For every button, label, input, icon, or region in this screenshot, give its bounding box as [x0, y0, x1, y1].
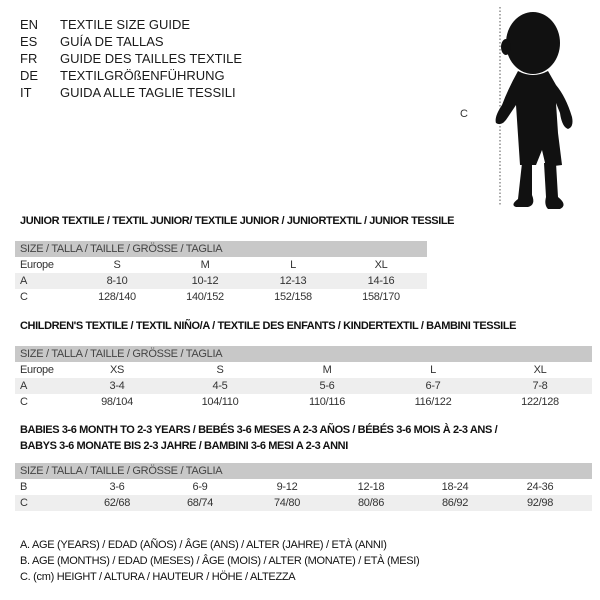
- cell: 152/158: [274, 291, 312, 303]
- height-label: C: [460, 108, 468, 120]
- cell: M: [200, 259, 210, 271]
- cell: 4-5: [212, 380, 228, 392]
- cell: 6-7: [425, 380, 441, 392]
- row-label: A: [20, 275, 28, 287]
- cell: 24-36: [526, 481, 554, 493]
- cell: S: [216, 364, 224, 376]
- cell: 86/92: [441, 497, 469, 509]
- cell: 62/68: [103, 497, 131, 509]
- cell: 18-24: [441, 481, 469, 493]
- lang-code: DE: [20, 68, 39, 83]
- cell: 5-6: [319, 380, 335, 392]
- legend: A. AGE (YEARS) / EDAD (AÑOS) / ÂGE (ANS)…: [20, 537, 420, 585]
- junior-size-table: SIZE / TALLA / TAILLE / GRÖSSE / TAGLIA …: [15, 241, 427, 305]
- cell: 80/86: [357, 497, 385, 509]
- legend-item-b: B. AGE (MONTHS) / EDAD (MESES) / ÂGE (MO…: [20, 555, 420, 567]
- table-row: A 8-10 10-12 12-13 14-16: [15, 273, 427, 289]
- cell: S: [113, 259, 121, 271]
- babies-size-table: SIZE / TALLA / TAILLE / GRÖSSE / TAGLIA …: [15, 463, 592, 511]
- legend-item-a: A. AGE (YEARS) / EDAD (AÑOS) / ÂGE (ANS)…: [20, 539, 387, 551]
- lang-code: IT: [20, 85, 32, 100]
- lang-code: EN: [20, 17, 39, 32]
- row-label: Europe: [20, 364, 54, 376]
- lang-code: ES: [20, 34, 38, 49]
- cell: 14-16: [367, 275, 395, 287]
- junior-title: JUNIOR TEXTILE / TEXTIL JUNIOR/ TEXTILE …: [20, 215, 455, 227]
- cell: L: [430, 364, 436, 376]
- table-header: SIZE / TALLA / TAILLE / GRÖSSE / TAGLIA: [15, 241, 427, 257]
- size-header: SIZE / TALLA / TAILLE / GRÖSSE / TAGLIA: [20, 348, 223, 360]
- cell: 122/128: [521, 396, 559, 408]
- child-silhouette-icon: [495, 7, 573, 209]
- cell: 140/152: [186, 291, 224, 303]
- cell: L: [290, 259, 296, 271]
- lang-title: TEXTILGRÖßENFÜHRUNG: [60, 68, 225, 83]
- table-row: C 128/140 140/152 152/158 158/170: [15, 289, 427, 305]
- table-row: Europe XS S M L XL: [15, 362, 592, 378]
- table-row: C 62/68 68/74 74/80 80/86 86/92 92/98: [15, 495, 592, 511]
- cell: 98/104: [101, 396, 133, 408]
- size-header: SIZE / TALLA / TAILLE / GRÖSSE / TAGLIA: [20, 465, 223, 477]
- lang-title: TEXTILE SIZE GUIDE: [60, 17, 191, 32]
- row-label: A: [20, 380, 28, 392]
- row-label: C: [20, 497, 28, 509]
- cell: 7-8: [532, 380, 548, 392]
- table-row: B 3-6 6-9 9-12 12-18 18-24 24-36: [15, 479, 592, 495]
- lang-title: GUIDE DES TAILLES TEXTILE: [60, 51, 243, 66]
- cell: 3-4: [109, 380, 125, 392]
- cell: 74/80: [273, 497, 301, 509]
- children-size-table: SIZE / TALLA / TAILLE / GRÖSSE / TAGLIA …: [15, 346, 592, 410]
- children-title: CHILDREN'S TEXTILE / TEXTIL NIÑO/A / TEX…: [20, 320, 517, 332]
- size-header: SIZE / TALLA / TAILLE / GRÖSSE / TAGLIA: [20, 243, 223, 255]
- cell: 92/98: [526, 497, 554, 509]
- cell: XL: [374, 259, 388, 271]
- row-label: Europe: [20, 259, 54, 271]
- cell: 116/122: [414, 396, 452, 408]
- cell: XS: [109, 364, 125, 376]
- row-label: C: [20, 291, 28, 303]
- cell: XL: [533, 364, 547, 376]
- cell: 9-12: [276, 481, 298, 493]
- row-label: B: [20, 481, 28, 493]
- row-label: C: [20, 396, 28, 408]
- legend-item-c: C. (cm) HEIGHT / ALTURA / HAUTEUR / HÖHE…: [20, 571, 296, 583]
- cell: M: [322, 364, 332, 376]
- babies-title-line2: BABYS 3-6 MONATE BIS 2-3 JAHRE / BAMBINI…: [20, 440, 348, 452]
- cell: 3-6: [109, 481, 125, 493]
- lang-title: GUÍA DE TALLAS: [60, 34, 164, 49]
- cell: 128/140: [98, 291, 136, 303]
- cell: 12-18: [357, 481, 385, 493]
- table-header: SIZE / TALLA / TAILLE / GRÖSSE / TAGLIA: [15, 346, 592, 362]
- cell: 68/74: [186, 497, 214, 509]
- lang-code: FR: [20, 51, 38, 66]
- lang-title: GUIDA ALLE TAGLIE TESSILI: [60, 85, 236, 100]
- cell: 104/110: [201, 396, 239, 408]
- cell: 158/170: [362, 291, 400, 303]
- table-row: Europe S M L XL: [15, 257, 427, 273]
- babies-title-line1: BABIES 3-6 MONTH TO 2-3 YEARS / BEBÉS 3-…: [20, 424, 498, 436]
- cell: 6-9: [192, 481, 208, 493]
- cell: 10-12: [191, 275, 219, 287]
- table-row: C 98/104 104/110 110/116 116/122 122/128: [15, 394, 592, 410]
- cell: 8-10: [106, 275, 128, 287]
- cell: 110/116: [308, 396, 346, 408]
- table-row: A 3-4 4-5 5-6 6-7 7-8: [15, 378, 592, 394]
- table-header: SIZE / TALLA / TAILLE / GRÖSSE / TAGLIA: [15, 463, 592, 479]
- cell: 12-13: [279, 275, 307, 287]
